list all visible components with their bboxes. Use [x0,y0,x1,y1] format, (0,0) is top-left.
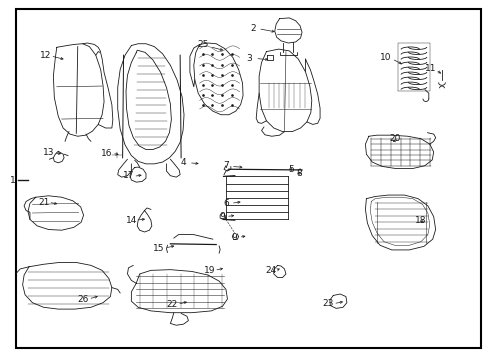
Text: 11: 11 [424,64,436,73]
Text: 6: 6 [223,199,228,208]
Text: 1: 1 [10,176,16,185]
Text: 3: 3 [246,54,252,63]
Text: 8: 8 [296,169,302,178]
Text: 26: 26 [77,294,88,303]
Text: 21: 21 [38,198,49,207]
Text: 17: 17 [122,171,134,180]
Text: 16: 16 [101,149,113,158]
Text: 9: 9 [230,233,236,242]
Text: 5: 5 [287,166,293,175]
Text: 7: 7 [223,161,228,170]
Text: 19: 19 [203,266,215,275]
Text: 10: 10 [379,53,391,62]
Text: 20: 20 [388,134,400,143]
Text: 12: 12 [40,51,51,60]
Text: 4: 4 [181,158,186,167]
Text: 9: 9 [219,212,225,221]
Text: 2: 2 [250,24,256,33]
Text: 14: 14 [125,216,137,225]
Text: 22: 22 [166,300,178,309]
Text: 18: 18 [414,216,426,225]
Text: 15: 15 [153,244,164,253]
Text: 25: 25 [197,40,208,49]
Text: 24: 24 [265,266,276,275]
Text: 13: 13 [42,148,54,157]
Text: 23: 23 [322,299,333,308]
